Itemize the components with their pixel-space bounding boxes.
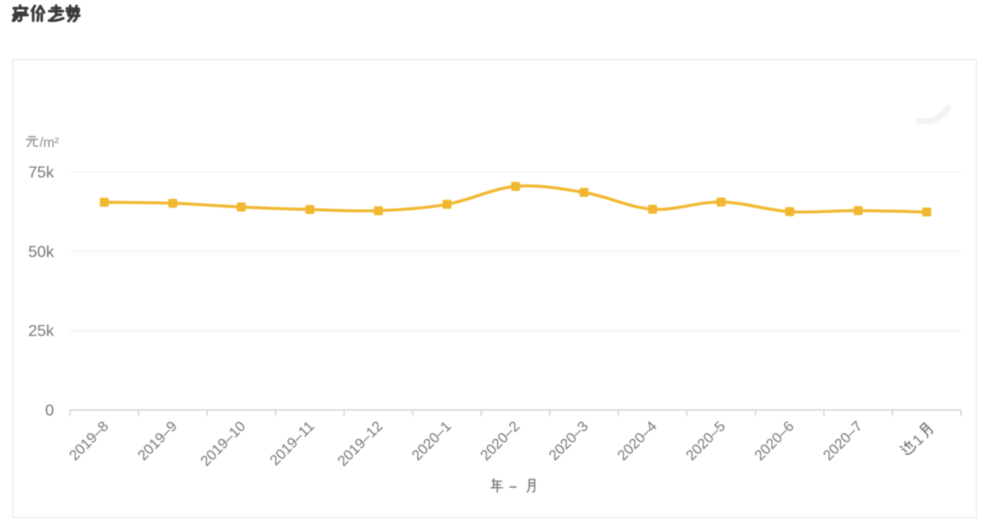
svg-text:0: 0 <box>45 403 54 420</box>
svg-text:50k: 50k <box>28 244 55 261</box>
svg-text:25k: 25k <box>28 323 55 340</box>
svg-text:/m²: /m² <box>40 135 60 150</box>
svg-text:75k: 75k <box>28 165 55 182</box>
